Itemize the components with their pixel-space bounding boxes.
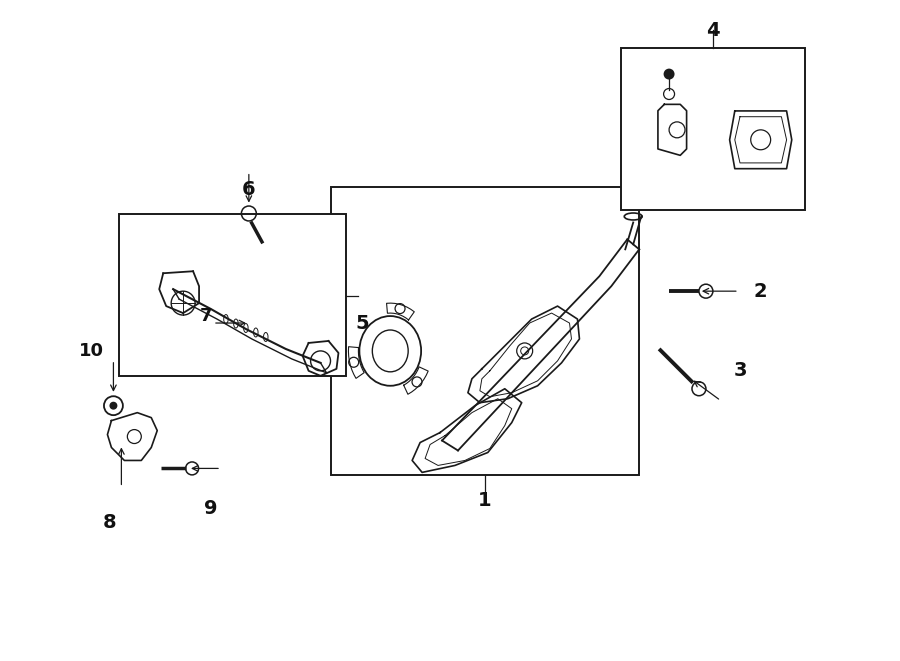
Text: 8: 8: [103, 513, 116, 531]
Text: 1: 1: [478, 490, 491, 510]
Text: 7: 7: [200, 307, 212, 325]
Text: 6: 6: [242, 180, 256, 199]
Text: 4: 4: [706, 20, 720, 40]
Bar: [120, 214, 346, 376]
Text: 10: 10: [79, 342, 104, 360]
Circle shape: [110, 402, 117, 410]
Circle shape: [663, 69, 675, 79]
Text: 5: 5: [356, 313, 369, 332]
Text: 3: 3: [734, 362, 748, 380]
Bar: [621, 48, 806, 210]
Text: 9: 9: [204, 499, 218, 518]
Text: 2: 2: [754, 282, 768, 301]
Bar: [330, 186, 639, 475]
